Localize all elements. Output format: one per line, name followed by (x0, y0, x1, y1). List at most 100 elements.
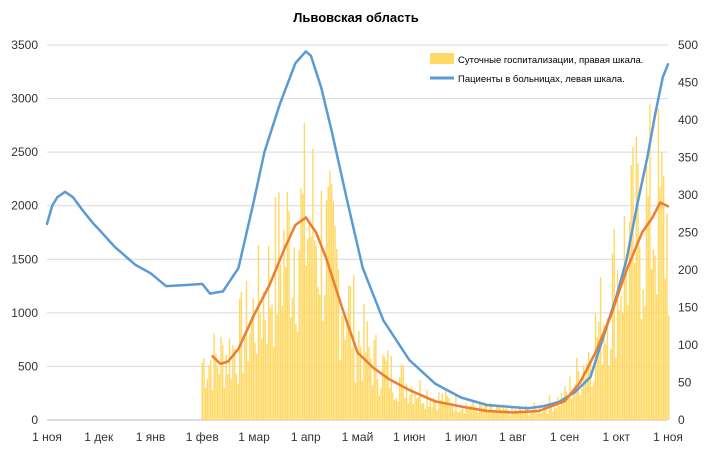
daily-bar (492, 410, 495, 420)
daily-bar (223, 387, 226, 420)
daily-bar (555, 408, 558, 420)
daily-bar (610, 348, 612, 420)
daily-bar (318, 294, 321, 420)
daily-bar (390, 355, 392, 420)
daily-bar (290, 317, 292, 420)
daily-bar (574, 384, 576, 420)
daily-bar (254, 342, 256, 420)
right-tick-label: 200 (678, 263, 698, 277)
daily-bar (596, 336, 598, 420)
daily-bar (468, 407, 471, 420)
daily-bar (266, 343, 268, 420)
daily-bar (625, 256, 627, 420)
daily-bar (620, 295, 622, 420)
daily-bar (461, 407, 464, 420)
daily-bar (656, 294, 658, 420)
daily-bar (496, 406, 498, 420)
daily-bar (594, 313, 597, 420)
daily-bar (264, 319, 266, 420)
daily-bar (387, 350, 389, 420)
daily-bar (376, 378, 379, 420)
x-tick-label: 1 апр (291, 430, 321, 444)
daily-bar (274, 197, 277, 420)
daily-bar (347, 285, 350, 420)
daily-bar (235, 373, 238, 420)
daily-bar (359, 346, 362, 420)
daily-bar (322, 320, 324, 420)
daily-bar (395, 398, 398, 420)
daily-bar (455, 395, 457, 420)
daily-bar (261, 339, 263, 420)
daily-bar (608, 365, 610, 420)
right-tick-label: 500 (678, 38, 698, 52)
daily-bar (450, 406, 452, 420)
daily-bar (426, 389, 428, 420)
daily-bar (427, 406, 430, 420)
chart-title: Львовская область (293, 10, 418, 25)
daily-bar (295, 323, 297, 420)
daily-bar (404, 397, 406, 420)
daily-bar (667, 315, 670, 420)
daily-bar (329, 170, 331, 420)
daily-bar (414, 393, 416, 420)
daily-bar (424, 408, 426, 420)
daily-bar (659, 187, 661, 420)
right-tick-label: 250 (678, 226, 698, 240)
daily-bar (562, 403, 564, 420)
daily-bar (547, 413, 549, 420)
x-tick-label: 1 ноя (32, 430, 62, 444)
daily-bar (392, 392, 394, 420)
daily-bar (409, 394, 411, 420)
x-tick-label: 1 фев (186, 430, 219, 444)
daily-bar (569, 376, 571, 420)
daily-bar (453, 411, 455, 420)
daily-bar (256, 354, 258, 420)
daily-bar (516, 411, 518, 420)
daily-bar (615, 357, 617, 420)
daily-bar (262, 291, 265, 420)
left-tick-label: 2000 (11, 199, 38, 213)
daily-bar (244, 337, 246, 420)
daily-bar (637, 163, 639, 420)
right-tick-label: 450 (678, 76, 698, 90)
daily-bar (216, 365, 219, 420)
daily-bar (312, 148, 314, 420)
daily-bar (237, 383, 239, 420)
daily-bar (501, 409, 503, 420)
daily-bar (317, 286, 319, 420)
daily-bar (346, 319, 348, 420)
daily-bar (307, 238, 309, 420)
left-tick-label: 2500 (11, 145, 38, 159)
daily-bar (341, 316, 343, 420)
daily-bar (650, 268, 653, 420)
daily-bar (509, 415, 512, 420)
daily-bar (586, 363, 588, 420)
daily-bar (281, 306, 283, 420)
daily-bar (639, 247, 641, 420)
daily-bar (666, 213, 668, 420)
daily-bar (473, 405, 476, 420)
daily-bar (654, 255, 656, 420)
daily-bar (257, 245, 260, 420)
daily-bar (536, 413, 539, 420)
daily-bar (330, 183, 333, 420)
daily-bar (286, 191, 289, 420)
daily-bar (324, 295, 326, 420)
daily-bar (572, 389, 575, 420)
daily-bar (487, 409, 489, 420)
daily-bar (598, 321, 600, 420)
daily-bar (233, 348, 236, 420)
gridlines (47, 44, 668, 421)
daily-bar (604, 344, 607, 420)
daily-bar (380, 387, 382, 420)
daily-bar (276, 314, 278, 420)
daily-bar (249, 333, 251, 420)
daily-bar (623, 215, 626, 420)
daily-bar (211, 390, 214, 420)
right-tick-label: 300 (678, 188, 698, 202)
daily-bar (581, 388, 583, 420)
daily-bar (593, 381, 595, 420)
daily-bar (664, 278, 666, 420)
daily-bar (545, 408, 547, 420)
daily-bar (221, 344, 224, 420)
